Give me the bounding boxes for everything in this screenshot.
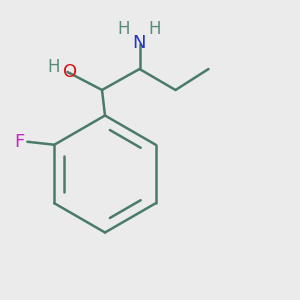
Text: N: N xyxy=(133,34,146,52)
Text: H: H xyxy=(48,58,60,76)
Text: H: H xyxy=(118,20,130,38)
Text: O: O xyxy=(63,63,78,81)
Text: H: H xyxy=(149,20,161,38)
Text: F: F xyxy=(15,133,25,151)
